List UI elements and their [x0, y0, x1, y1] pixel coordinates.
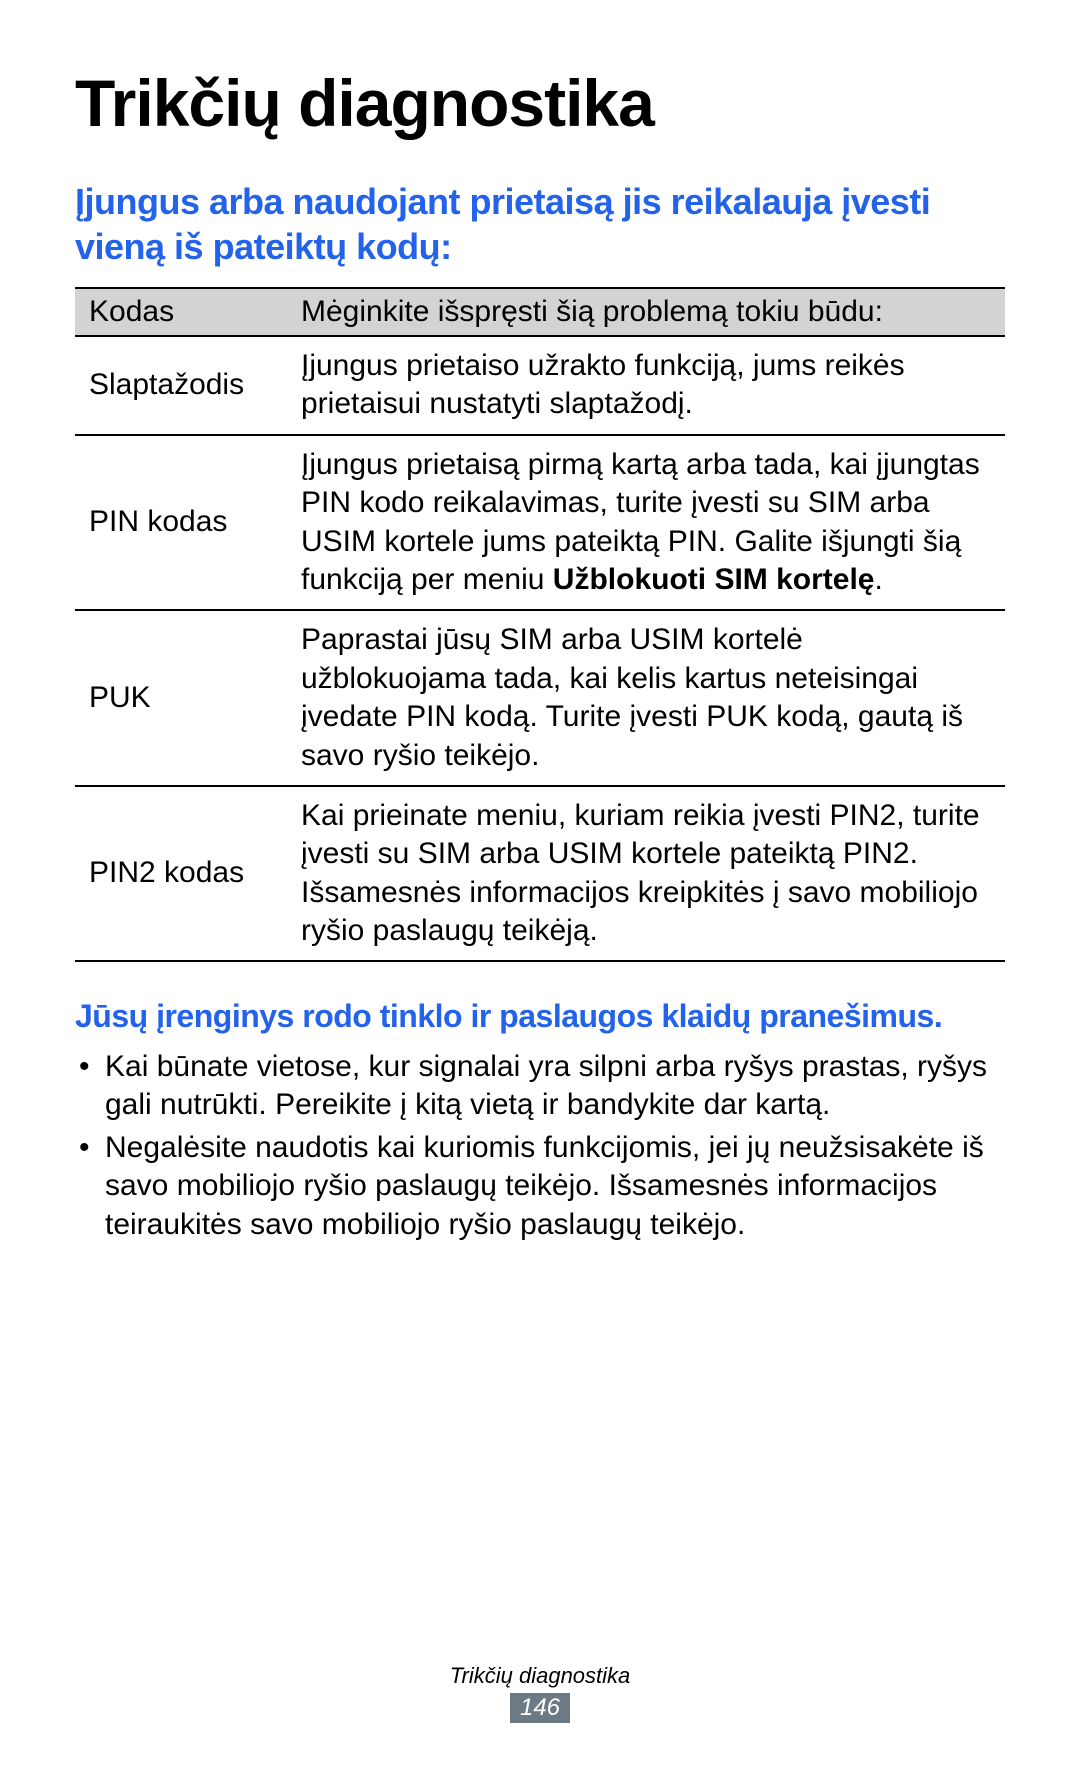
section-heading-network: Jūsų įrenginys rodo tinklo ir paslaugos … — [75, 996, 1005, 1038]
desc-cell: Įjungus prietaisą pirmą kartą arba tada,… — [287, 435, 1005, 611]
code-cell: PIN kodas — [75, 435, 287, 611]
page-title: Trikčių diagnostika — [75, 65, 1005, 141]
table-row: Slaptažodis Įjungus prietaiso užrakto fu… — [75, 336, 1005, 435]
table-row: PUK Paprastai jūsų SIM arba USIM kortelė… — [75, 610, 1005, 786]
list-item: Kai būnate vietose, kur signalai yra sil… — [75, 1048, 1005, 1125]
table-header-code: Kodas — [75, 288, 287, 336]
page-number-badge: 146 — [510, 1693, 570, 1723]
table-row: PIN2 kodas Kai prieinate meniu, kuriam r… — [75, 786, 1005, 962]
desc-cell: Įjungus prietaiso užrakto funkciją, jums… — [287, 336, 1005, 435]
codes-table: Kodas Mėginkite išspręsti šią problemą t… — [75, 287, 1005, 962]
table-row: PIN kodas Įjungus prietaisą pirmą kartą … — [75, 435, 1005, 611]
table-header-desc: Mėginkite išspręsti šią problemą tokiu b… — [287, 288, 1005, 336]
footer-section-label: Trikčių diagnostika — [0, 1663, 1080, 1689]
code-cell: PUK — [75, 610, 287, 786]
desc-cell: Kai prieinate meniu, kuriam reikia įvest… — [287, 786, 1005, 962]
bullet-list: Kai būnate vietose, kur signalai yra sil… — [75, 1048, 1005, 1244]
code-cell: PIN2 kodas — [75, 786, 287, 962]
document-page: Trikčių diagnostika Įjungus arba naudoja… — [0, 0, 1080, 1771]
desc-text-bold: Užblokuoti SIM kortelę — [553, 563, 875, 596]
code-cell: Slaptažodis — [75, 336, 287, 435]
desc-cell: Paprastai jūsų SIM arba USIM kortelė užb… — [287, 610, 1005, 786]
page-footer: Trikčių diagnostika 146 — [0, 1663, 1080, 1723]
section-heading-codes: Įjungus arba naudojant prietaisą jis rei… — [75, 179, 1005, 269]
table-header-row: Kodas Mėginkite išspręsti šią problemą t… — [75, 288, 1005, 336]
desc-text-post: . — [875, 563, 883, 596]
list-item: Negalėsite naudotis kai kuriomis funkcij… — [75, 1129, 1005, 1244]
